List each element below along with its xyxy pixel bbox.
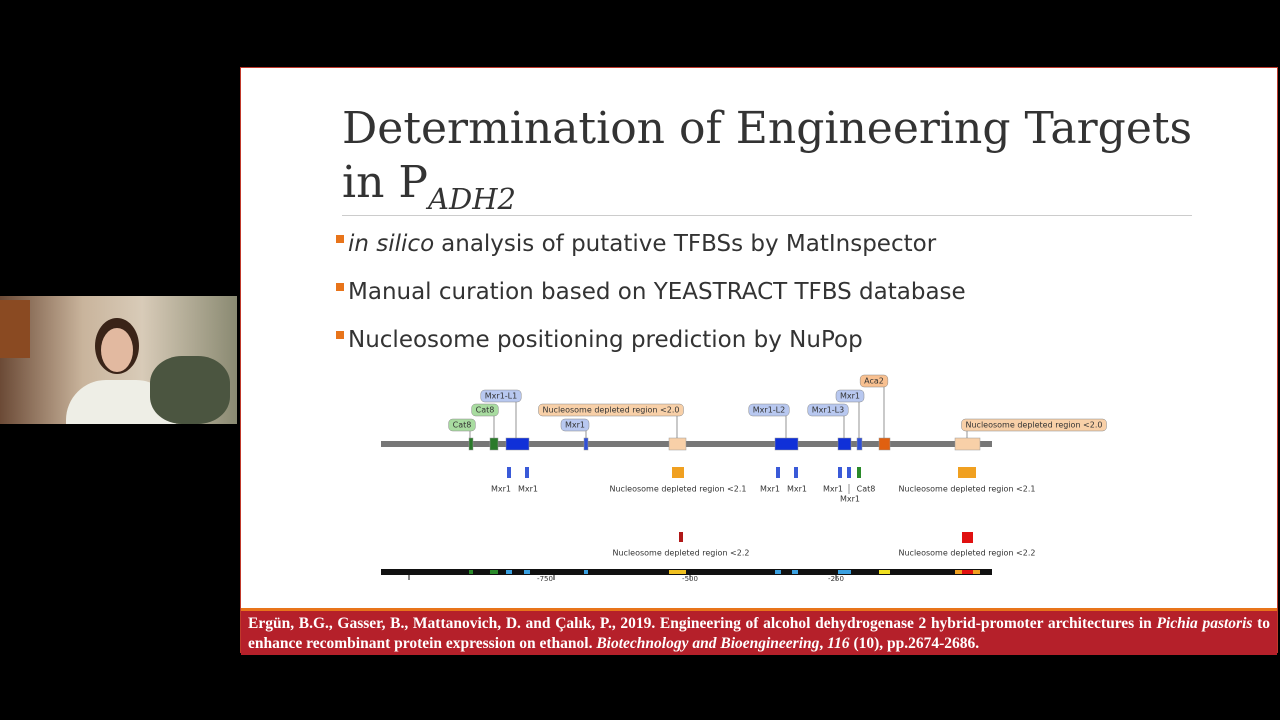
axis-label: -750 [537,575,553,583]
feature [878,437,891,451]
feature [857,467,861,478]
axis-segment [879,570,890,574]
citation-part: Biotechnology and Bioengineering [596,635,820,652]
feature [668,437,687,451]
label-bubble [538,403,684,417]
feature [583,437,589,451]
citation-part: to enhance recombinant protein expressio… [248,615,1271,652]
bullet-italic: in silico [348,231,435,257]
feature [679,532,683,542]
axis-segment [669,570,686,574]
label-bubble [961,418,1107,432]
feature-label: Cat8 [857,485,876,494]
axis-segment [962,570,973,574]
feature-label: Mxr1 [491,485,511,494]
feature [468,437,474,451]
feature [672,467,684,478]
feature-label: Nucleosome depleted region <2.0 [543,406,680,415]
feature [525,467,529,478]
bullet: Nucleosome positioning prediction by NuP… [336,322,966,370]
axis-segment [838,570,851,574]
citation: Ergün, B.G., Gasser, B., Mattanovich, D.… [241,608,1277,655]
citation-part: Ergün, B.G., Gasser, B., Mattanovich, D.… [248,615,1152,632]
feature [776,467,780,478]
axis-segment [469,570,473,574]
axis-segment [792,570,798,574]
feature-label: Mxr1 [840,495,860,504]
axis-segment [775,570,781,574]
axis-segment [490,570,498,574]
slide: Determination of Engineering Targets in … [240,67,1278,655]
feature-label: Nucleosome depleted region <2.1 [610,485,747,494]
title-text: Determination of Engineering Targets in … [342,103,1193,208]
label-bubble [835,389,865,403]
feature-label: Mxr1-L2 [753,406,785,415]
feature [847,467,851,478]
feature-label: Mxr1 [760,485,780,494]
axis-segment [584,570,588,574]
feature-label: Mxr1 [823,485,843,494]
feature [954,437,981,451]
feature [856,437,863,451]
title-subscript: ADH2 [428,182,516,216]
feature-label: Mxr1-L3 [812,406,844,415]
feature [489,437,499,451]
citation-part: , [819,635,824,652]
citation-part: 116 [827,635,850,652]
label-bubble [748,403,790,417]
face [101,328,133,372]
plant [150,356,230,424]
feature-label: Mxr1-L1 [485,392,517,401]
bullet-text: analysis of putative TFBSs by MatInspect… [441,231,937,257]
axis-label: -500 [682,575,698,583]
label-bubble [807,403,849,417]
citation-part: (10), pp.2674-2686. [853,635,980,652]
label-bubble [859,374,889,388]
feature-label: Mxr1 [840,392,860,401]
feature-label: Nucleosome depleted region <2.2 [613,549,750,558]
webcam-video [0,296,237,424]
feature-label: Nucleosome depleted region <2.0 [966,421,1103,430]
bullet: Manual curation based on YEASTRACT TFBS … [336,274,966,322]
bullet-text: Manual curation based on YEASTRACT TFBS … [348,279,966,305]
label-bubble [560,418,590,432]
title-rule [342,215,1192,216]
feature [507,467,511,478]
feature [837,437,852,451]
track [381,441,992,447]
feature [505,437,530,451]
axis-line [381,569,992,575]
axis-segment [506,570,512,574]
bullet-list: in silico analysis of putative TFBSs by M… [336,226,966,370]
slide-title: Determination of Engineering Targets in … [342,102,1242,226]
feature [958,467,976,478]
label-bubble [480,389,522,403]
feature-label: Nucleosome depleted region <2.2 [899,549,1036,558]
feature-label: Aca2 [864,377,884,386]
feature-label: Cat8 [453,421,472,430]
bullet-text: Nucleosome positioning prediction by NuP… [348,327,863,353]
feature-label: Mxr1 [565,421,585,430]
feature [838,467,842,478]
feature-label: Nucleosome depleted region <2.1 [899,485,1036,494]
feature-label: Mxr1 [787,485,807,494]
feature [774,437,799,451]
feature [794,467,798,478]
citation-part: Pichia pastoris [1156,615,1253,632]
painting [0,300,30,358]
label-bubble [471,403,499,417]
bullet: in silico analysis of putative TFBSs by M… [336,226,966,274]
axis-label: -250 [828,575,844,583]
feature-label: Cat8 [476,406,495,415]
axis-segment [524,570,530,574]
feature [962,532,973,543]
label-bubble [448,418,476,432]
feature-label: Mxr1 [518,485,538,494]
